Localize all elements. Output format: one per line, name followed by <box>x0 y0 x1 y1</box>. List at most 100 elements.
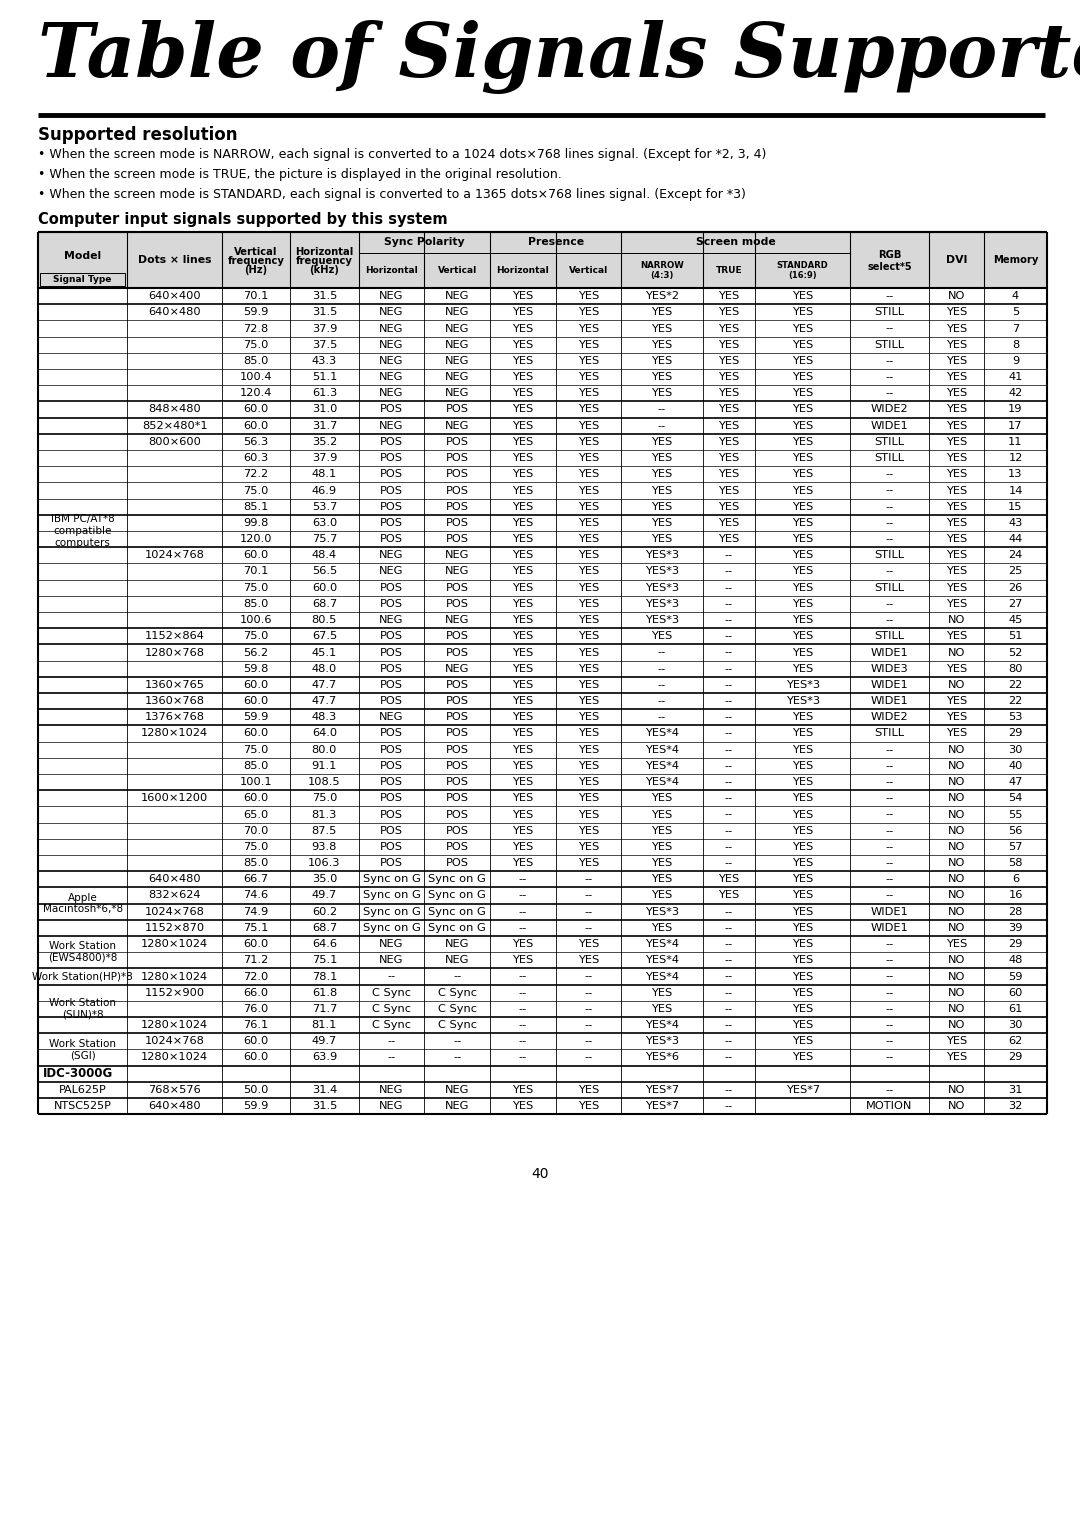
Text: 75.1: 75.1 <box>312 955 337 966</box>
Text: --: -- <box>453 1053 461 1062</box>
Text: 46.9: 46.9 <box>312 486 337 495</box>
Text: NEG: NEG <box>379 307 404 318</box>
Text: YES: YES <box>512 648 534 657</box>
Text: 60.0: 60.0 <box>243 729 269 738</box>
Text: 47: 47 <box>1009 778 1023 787</box>
Text: YES: YES <box>512 940 534 949</box>
Text: YES*3: YES*3 <box>785 680 820 691</box>
Text: 1280×1024: 1280×1024 <box>141 972 208 981</box>
Text: --: -- <box>886 486 893 495</box>
Text: 1152×900: 1152×900 <box>145 987 205 998</box>
Text: --: -- <box>886 292 893 301</box>
Text: 42: 42 <box>1009 388 1023 399</box>
Text: NEG: NEG <box>379 940 404 949</box>
Text: Supported resolution: Supported resolution <box>38 125 238 144</box>
Text: YES: YES <box>792 1053 813 1062</box>
Text: --: -- <box>886 469 893 480</box>
Text: YES: YES <box>512 793 534 804</box>
Text: 60.3: 60.3 <box>243 454 269 463</box>
Text: YES: YES <box>578 535 599 544</box>
Text: NEG: NEG <box>379 550 404 561</box>
Text: --: -- <box>886 940 893 949</box>
Text: 85.0: 85.0 <box>243 356 269 365</box>
Text: --: -- <box>886 987 893 998</box>
Text: POS: POS <box>446 859 469 868</box>
Text: YES: YES <box>651 923 673 934</box>
Text: YES: YES <box>512 955 534 966</box>
Text: STANDARD
(16:9): STANDARD (16:9) <box>777 261 828 280</box>
Text: --: -- <box>886 388 893 399</box>
Text: --: -- <box>658 420 666 431</box>
Text: NEG: NEG <box>379 324 404 333</box>
Text: YES: YES <box>578 388 599 399</box>
Text: YES: YES <box>578 307 599 318</box>
Text: YES: YES <box>718 339 740 350</box>
Text: 52: 52 <box>1009 648 1023 657</box>
Text: 832×624: 832×624 <box>148 891 201 900</box>
Text: NO: NO <box>947 1021 966 1030</box>
Text: Dots × lines: Dots × lines <box>138 255 212 264</box>
Text: YES: YES <box>512 339 534 350</box>
Text: NEG: NEG <box>445 373 470 382</box>
Text: YES: YES <box>578 437 599 446</box>
Text: NEG: NEG <box>445 616 470 625</box>
Text: 30: 30 <box>1009 744 1023 755</box>
Text: YES: YES <box>512 697 534 706</box>
Text: POS: POS <box>380 810 403 819</box>
Text: YES: YES <box>512 729 534 738</box>
Text: 60.0: 60.0 <box>243 940 269 949</box>
Text: YES*4: YES*4 <box>645 955 679 966</box>
Text: POS: POS <box>446 631 469 642</box>
Text: POS: POS <box>380 486 403 495</box>
Text: YES: YES <box>578 339 599 350</box>
Text: YES*3: YES*3 <box>785 697 820 706</box>
Text: YES: YES <box>578 469 599 480</box>
Text: YES: YES <box>651 307 673 318</box>
Text: NO: NO <box>947 616 966 625</box>
Text: YES: YES <box>718 420 740 431</box>
Text: --: -- <box>518 987 527 998</box>
Text: --: -- <box>658 405 666 414</box>
Text: Work Station
(EWS4800)*8: Work Station (EWS4800)*8 <box>48 941 118 963</box>
Text: 60: 60 <box>1009 987 1023 998</box>
Text: YES: YES <box>512 680 534 691</box>
Text: Table of Signals Supported: Table of Signals Supported <box>38 20 1080 95</box>
Text: POS: POS <box>380 793 403 804</box>
Text: 72.2: 72.2 <box>243 469 269 480</box>
Text: NO: NO <box>947 1102 966 1111</box>
Text: 72.0: 72.0 <box>243 972 269 981</box>
Text: --: -- <box>725 599 733 608</box>
Text: YES: YES <box>718 518 740 527</box>
Text: YES: YES <box>512 582 534 593</box>
Text: YES: YES <box>946 697 967 706</box>
Text: YES: YES <box>718 891 740 900</box>
Text: YES: YES <box>512 486 534 495</box>
Text: 4: 4 <box>1012 292 1020 301</box>
Text: YES: YES <box>512 1102 534 1111</box>
Text: --: -- <box>725 778 733 787</box>
Text: YES: YES <box>512 761 534 772</box>
Text: WIDE1: WIDE1 <box>870 906 908 917</box>
Text: --: -- <box>725 923 733 934</box>
Text: 31: 31 <box>1009 1085 1023 1096</box>
Text: YES*3: YES*3 <box>645 582 679 593</box>
Text: STILL: STILL <box>875 729 904 738</box>
Text: YES: YES <box>946 550 967 561</box>
Text: C Sync: C Sync <box>372 1021 410 1030</box>
Text: Sync on G: Sync on G <box>363 906 420 917</box>
Text: 60.2: 60.2 <box>312 906 337 917</box>
Text: YES*4: YES*4 <box>645 940 679 949</box>
Text: NEG: NEG <box>445 339 470 350</box>
Text: 60.0: 60.0 <box>243 405 269 414</box>
Text: YES: YES <box>578 825 599 836</box>
Text: YES: YES <box>651 339 673 350</box>
Text: 60.0: 60.0 <box>312 582 337 593</box>
Text: YES: YES <box>512 810 534 819</box>
Text: 8: 8 <box>1012 339 1020 350</box>
Text: --: -- <box>453 972 461 981</box>
Text: 100.4: 100.4 <box>240 373 272 382</box>
Text: --: -- <box>584 972 593 981</box>
Text: Sync on G: Sync on G <box>363 891 420 900</box>
Text: 106.3: 106.3 <box>308 859 340 868</box>
Text: 22: 22 <box>1009 680 1023 691</box>
